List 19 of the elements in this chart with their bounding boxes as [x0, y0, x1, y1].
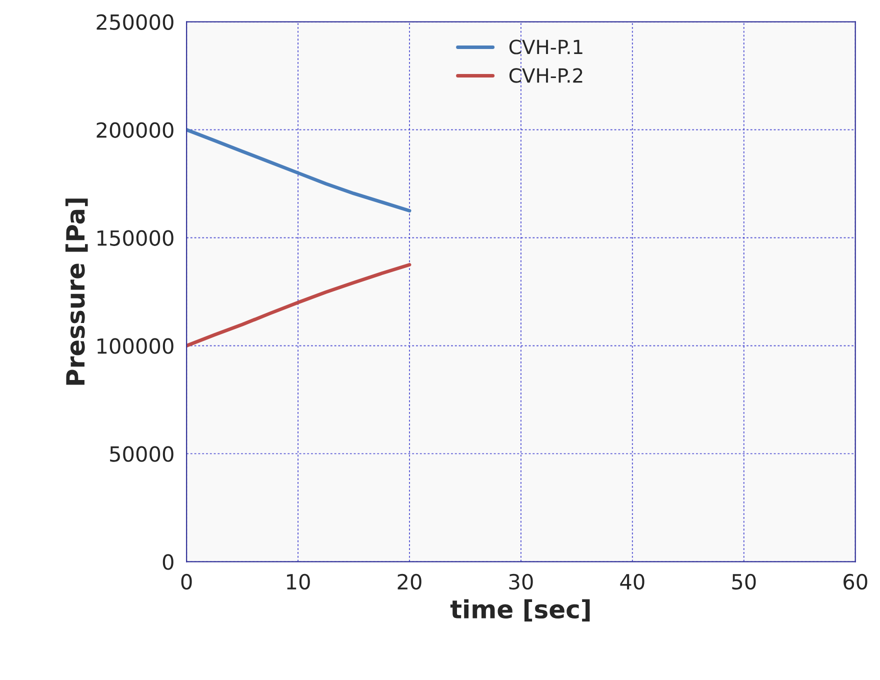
y-tick-label: 50000 [110, 446, 174, 462]
legend-label: CVH-P.1 [509, 40, 582, 54]
line-series [186, 128, 412, 212]
x-tick-label: 30 [509, 574, 533, 590]
y-tick-label: 200000 [96, 122, 174, 138]
legend-label: CVH-P.2 [509, 68, 582, 83]
x-tick-label: 10 [287, 574, 310, 590]
y-tick-label: 150000 [98, 230, 174, 246]
y-tick-label: 250000 [96, 14, 174, 30]
y-tick-label: 100000 [98, 338, 174, 354]
x-tick-label: 40 [620, 574, 644, 590]
x-axis-title: time [sec] [450, 599, 590, 622]
x-tick-label: 20 [398, 574, 422, 590]
x-tick-label: 50 [732, 574, 756, 590]
y-axis-title: Pressure [Pa] [65, 198, 88, 385]
line-series [186, 262, 412, 348]
x-tick-label: 60 [844, 574, 868, 590]
x-tick-label: 0 [181, 574, 192, 590]
y-tick-label: 0 [162, 554, 174, 570]
